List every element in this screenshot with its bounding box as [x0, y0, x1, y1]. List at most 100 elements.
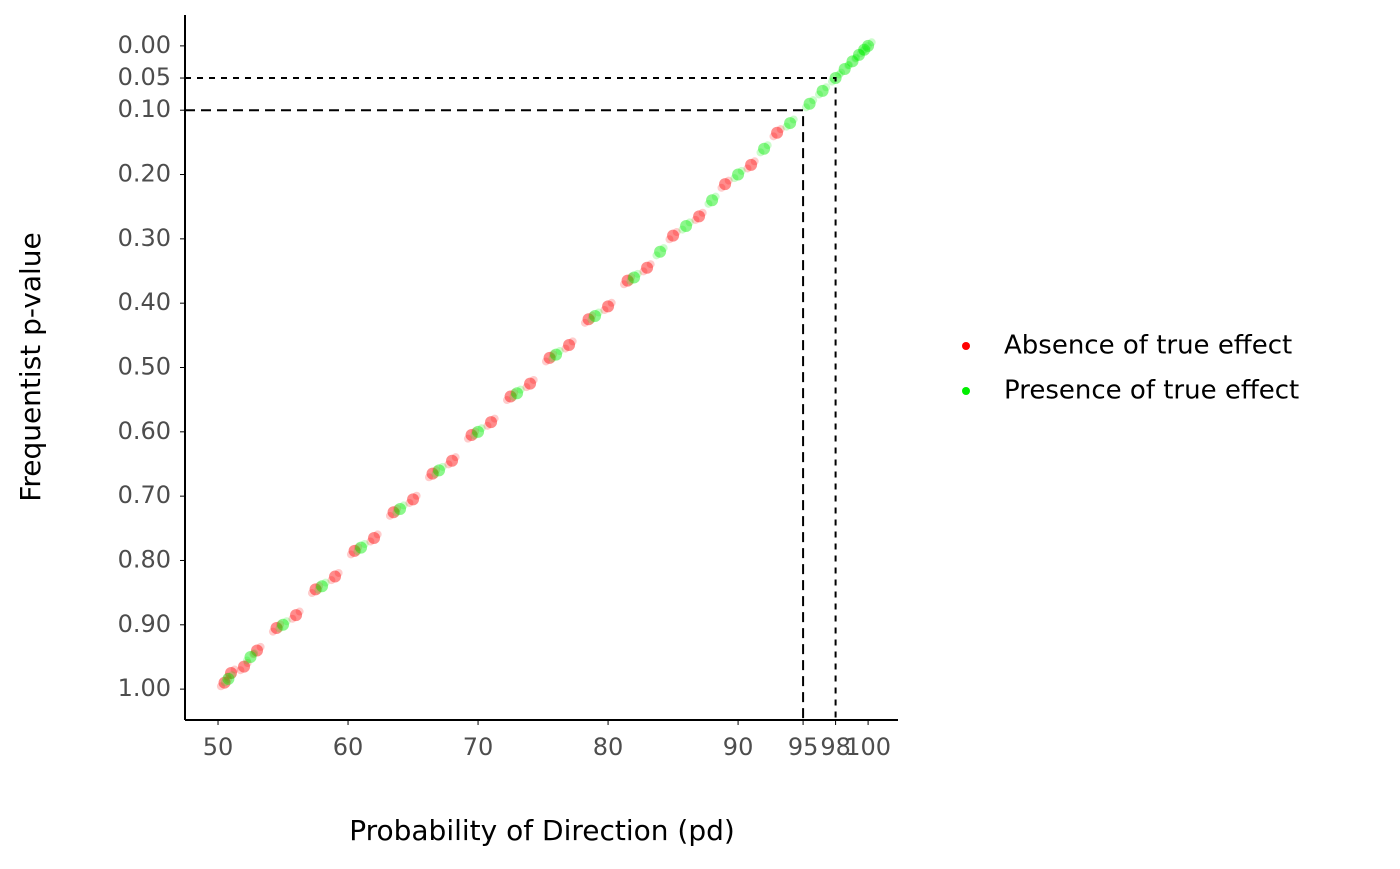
point	[587, 315, 596, 324]
point	[277, 618, 290, 631]
point	[763, 141, 772, 150]
point	[510, 388, 519, 397]
point	[858, 47, 867, 56]
point	[412, 491, 421, 500]
point	[704, 199, 713, 208]
point	[652, 251, 661, 260]
point	[355, 541, 368, 554]
point	[366, 537, 375, 546]
point	[385, 511, 394, 520]
point	[594, 308, 603, 317]
point	[846, 55, 859, 68]
point	[225, 667, 238, 680]
point	[242, 656, 251, 665]
point	[685, 218, 694, 227]
x-tick-label: 95	[788, 733, 819, 761]
point	[711, 192, 720, 201]
point	[315, 581, 324, 590]
x-tick-label: 90	[723, 733, 754, 761]
point	[863, 42, 872, 51]
point	[224, 675, 233, 684]
point	[541, 357, 550, 366]
y-tick-label: 0.50	[118, 353, 171, 381]
point	[549, 350, 558, 359]
point	[405, 498, 414, 507]
point	[602, 300, 615, 313]
y-axis-title: Frequentist p-value	[14, 232, 47, 502]
point	[801, 103, 810, 112]
point	[502, 396, 511, 405]
point	[784, 117, 797, 130]
point	[392, 508, 401, 517]
x-tick-label: 98	[820, 733, 851, 761]
point	[563, 338, 576, 351]
y-tick-label: 0.90	[118, 610, 171, 638]
legend-label: Absence of true effect	[1004, 331, 1292, 361]
point	[822, 83, 831, 92]
point	[451, 453, 460, 462]
point	[698, 208, 707, 217]
point	[509, 392, 518, 401]
point	[776, 125, 785, 134]
point	[633, 269, 642, 278]
point	[424, 473, 433, 482]
point	[394, 503, 407, 516]
point	[256, 642, 265, 651]
point	[529, 375, 538, 384]
point	[276, 620, 285, 629]
point	[691, 215, 700, 224]
point	[220, 678, 229, 687]
point	[348, 544, 361, 557]
point	[236, 666, 245, 675]
point	[472, 425, 485, 438]
point	[816, 84, 829, 97]
point	[582, 313, 595, 326]
point	[243, 659, 252, 668]
point	[270, 622, 283, 635]
point	[288, 614, 297, 623]
point	[835, 70, 844, 79]
point	[309, 583, 322, 596]
point	[485, 416, 498, 429]
point	[724, 176, 733, 185]
point	[745, 158, 758, 171]
point	[621, 274, 634, 287]
point	[851, 54, 860, 63]
point	[314, 585, 323, 594]
point	[568, 337, 577, 346]
point	[852, 53, 861, 62]
point	[230, 665, 239, 674]
point	[431, 470, 440, 479]
point	[433, 464, 446, 477]
point	[852, 48, 865, 61]
point	[743, 164, 752, 173]
point	[223, 672, 232, 681]
point	[321, 578, 330, 587]
point	[756, 148, 765, 157]
point	[346, 550, 355, 559]
point	[867, 38, 876, 47]
point	[471, 427, 480, 436]
point	[844, 60, 853, 69]
point	[504, 390, 517, 403]
point	[354, 543, 363, 552]
point	[856, 49, 865, 58]
point	[218, 676, 231, 689]
y-tick-label: 0.00	[118, 31, 171, 59]
point	[730, 174, 739, 183]
point	[771, 126, 784, 139]
point	[750, 157, 759, 166]
point	[844, 61, 853, 70]
point	[290, 609, 303, 622]
point	[838, 63, 851, 76]
point	[438, 462, 447, 471]
point	[672, 228, 681, 237]
point	[368, 531, 381, 544]
point	[360, 540, 369, 549]
point	[639, 267, 648, 276]
point	[426, 467, 439, 480]
point	[222, 672, 235, 685]
point	[307, 589, 316, 598]
point	[860, 45, 869, 54]
point	[659, 244, 668, 253]
